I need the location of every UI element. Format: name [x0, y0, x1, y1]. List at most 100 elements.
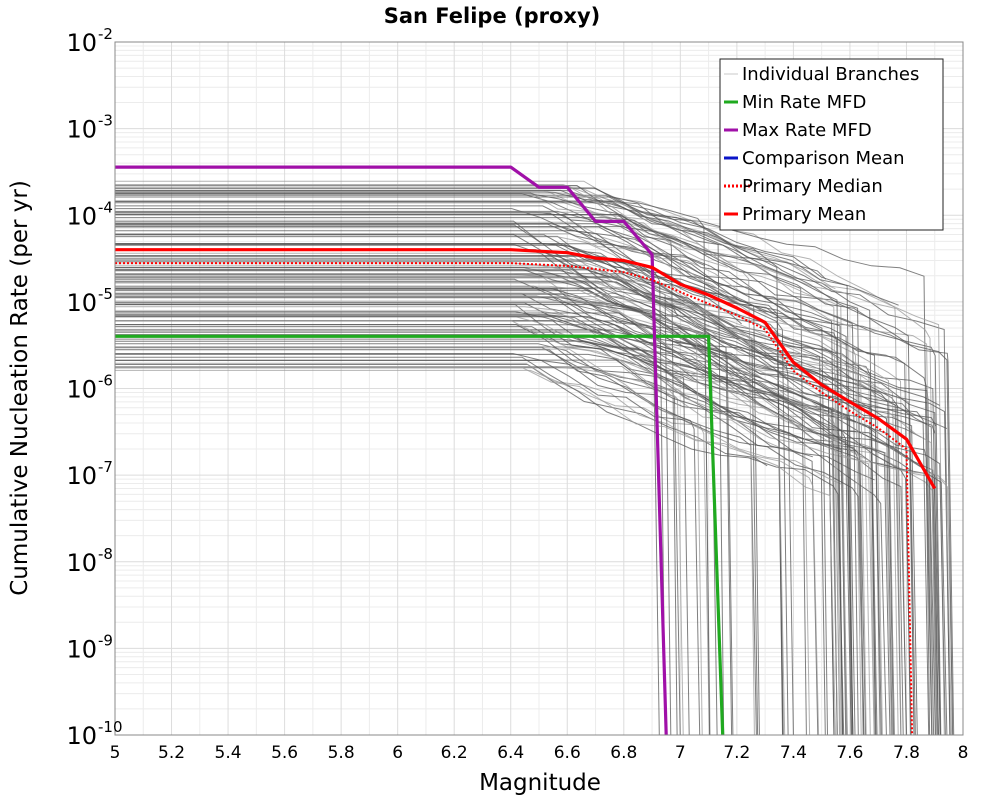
- y-tick-label: 10 -4: [66, 198, 113, 230]
- x-axis-ticks: 5 5.2 5.4 5.6 5.8 6 6.2 6.4 6.6 6.8 7 7.2 7.4 7.6 7.8 8: [110, 743, 969, 763]
- branch-line: [115, 363, 820, 736]
- branch-line: [115, 223, 843, 736]
- x-tick-label: 6: [392, 743, 403, 763]
- x-tick-label: 5.6: [271, 743, 298, 763]
- legend-box: [719, 58, 944, 231]
- y-tick-base: 10: [66, 116, 97, 144]
- branch-line: [115, 324, 875, 481]
- branch-line: [115, 223, 859, 736]
- y-tick-base: 10: [66, 462, 97, 490]
- branch-line: [115, 346, 786, 736]
- branch-line: [115, 234, 784, 736]
- y-tick-label: 10 -9: [66, 631, 113, 663]
- branch-line: [115, 223, 853, 736]
- y-tick-exponent: -8: [98, 545, 113, 563]
- plot-frame: [114, 41, 964, 736]
- series-lines: [115, 165, 937, 736]
- branch-line: [115, 233, 862, 736]
- branch-line: [115, 366, 690, 399]
- branch-line: [115, 191, 937, 736]
- branch-line: [115, 310, 953, 736]
- y-tick-label: 10 -6: [66, 372, 113, 404]
- branch-line: [115, 187, 899, 306]
- x-tick-label: 7.2: [723, 743, 750, 763]
- x-tick-label: 5: [110, 743, 121, 763]
- y-tick-label: 10 -3: [66, 112, 113, 144]
- x-tick-label: 7: [675, 743, 686, 763]
- branch-line: [115, 300, 838, 736]
- branch-line: [115, 292, 854, 736]
- y-axis-ticks: 10-210-310-410-510-610-710-810-910-10: [66, 25, 122, 750]
- y-tick-base: 10: [66, 202, 97, 230]
- branch-line: [115, 192, 915, 736]
- x-tick-label: 5.8: [328, 743, 355, 763]
- branch-line: [115, 287, 930, 736]
- x-tick-label: 6.6: [554, 743, 581, 763]
- branch-line: [115, 290, 838, 736]
- legend-label: Primary Median: [742, 176, 883, 197]
- legend-label: Comparison Mean: [742, 148, 905, 169]
- x-tick-label: 5.2: [158, 743, 185, 763]
- branch-line: [115, 367, 887, 736]
- y-tick-exponent: -9: [98, 631, 113, 649]
- x-tick-label: 7.8: [893, 743, 920, 763]
- branch-line: [115, 277, 794, 736]
- y-tick-exponent: -5: [98, 285, 113, 303]
- legend-item: Max Rate MFD: [724, 120, 872, 141]
- branch-line: [115, 255, 826, 736]
- branch-line: [115, 214, 844, 736]
- y-tick-exponent: -4: [98, 198, 113, 216]
- y-tick-exponent: -6: [98, 372, 113, 390]
- x-axis-title: Magnitude: [479, 770, 601, 796]
- branch-line: [115, 367, 836, 736]
- branch-line: [115, 296, 703, 736]
- x-tick-label: 6.2: [441, 743, 468, 763]
- y-tick-base: 10: [66, 376, 97, 404]
- y-tick-exponent: -7: [98, 458, 113, 476]
- max-rate-mfd-line: [115, 165, 668, 736]
- x-tick-label: 6.4: [497, 743, 524, 763]
- legend-label: Primary Mean: [742, 204, 866, 225]
- y-tick-base: 10: [66, 289, 97, 317]
- y-tick-base: 10: [66, 722, 97, 750]
- y-tick-base: 10: [66, 549, 97, 577]
- y-axis-title: Cumulative Nucleation Rate (per yr): [7, 180, 33, 596]
- branch-line: [115, 189, 931, 736]
- y-tick-exponent: -2: [98, 25, 113, 43]
- legend-item: Individual Branches: [724, 64, 919, 85]
- branch-line: [115, 276, 867, 736]
- legend-item: Min Rate MFD: [724, 92, 866, 113]
- branch-line: [115, 353, 813, 458]
- branch-line: [115, 273, 837, 355]
- y-tick-exponent: -3: [98, 112, 113, 130]
- y-tick-label: 10 -10: [66, 718, 122, 750]
- primary-mean-line: [115, 248, 937, 490]
- y-tick-base: 10: [66, 29, 97, 57]
- branch-line: [115, 349, 701, 736]
- y-tick-label: 10 -7: [66, 458, 113, 490]
- x-tick-label: 8: [958, 743, 969, 763]
- x-tick-label: 5.4: [215, 743, 242, 763]
- branch-line: [115, 277, 864, 736]
- branch-line: [115, 356, 845, 736]
- branch-line: [115, 200, 827, 280]
- min-rate-mfd-line: [115, 334, 725, 736]
- x-tick-label: 6.8: [610, 743, 637, 763]
- branch-line: [115, 281, 679, 317]
- x-tick-label: 7.4: [780, 743, 807, 763]
- branch-line: [115, 226, 942, 736]
- branch-line: [115, 331, 690, 736]
- y-tick-label: 10 -5: [66, 285, 113, 317]
- legend-item: Primary Median: [724, 176, 883, 197]
- x-tick-label: 7.6: [836, 743, 863, 763]
- legend-label: Min Rate MFD: [742, 92, 866, 113]
- branch-line: [115, 311, 908, 736]
- legend-label: Max Rate MFD: [742, 120, 872, 141]
- branch-line: [115, 255, 838, 736]
- y-tick-base: 10: [66, 635, 97, 663]
- branch-line: [115, 233, 894, 736]
- legend-item: Comparison Mean: [724, 148, 905, 169]
- branch-line: [115, 312, 893, 736]
- branch-line: [115, 212, 789, 736]
